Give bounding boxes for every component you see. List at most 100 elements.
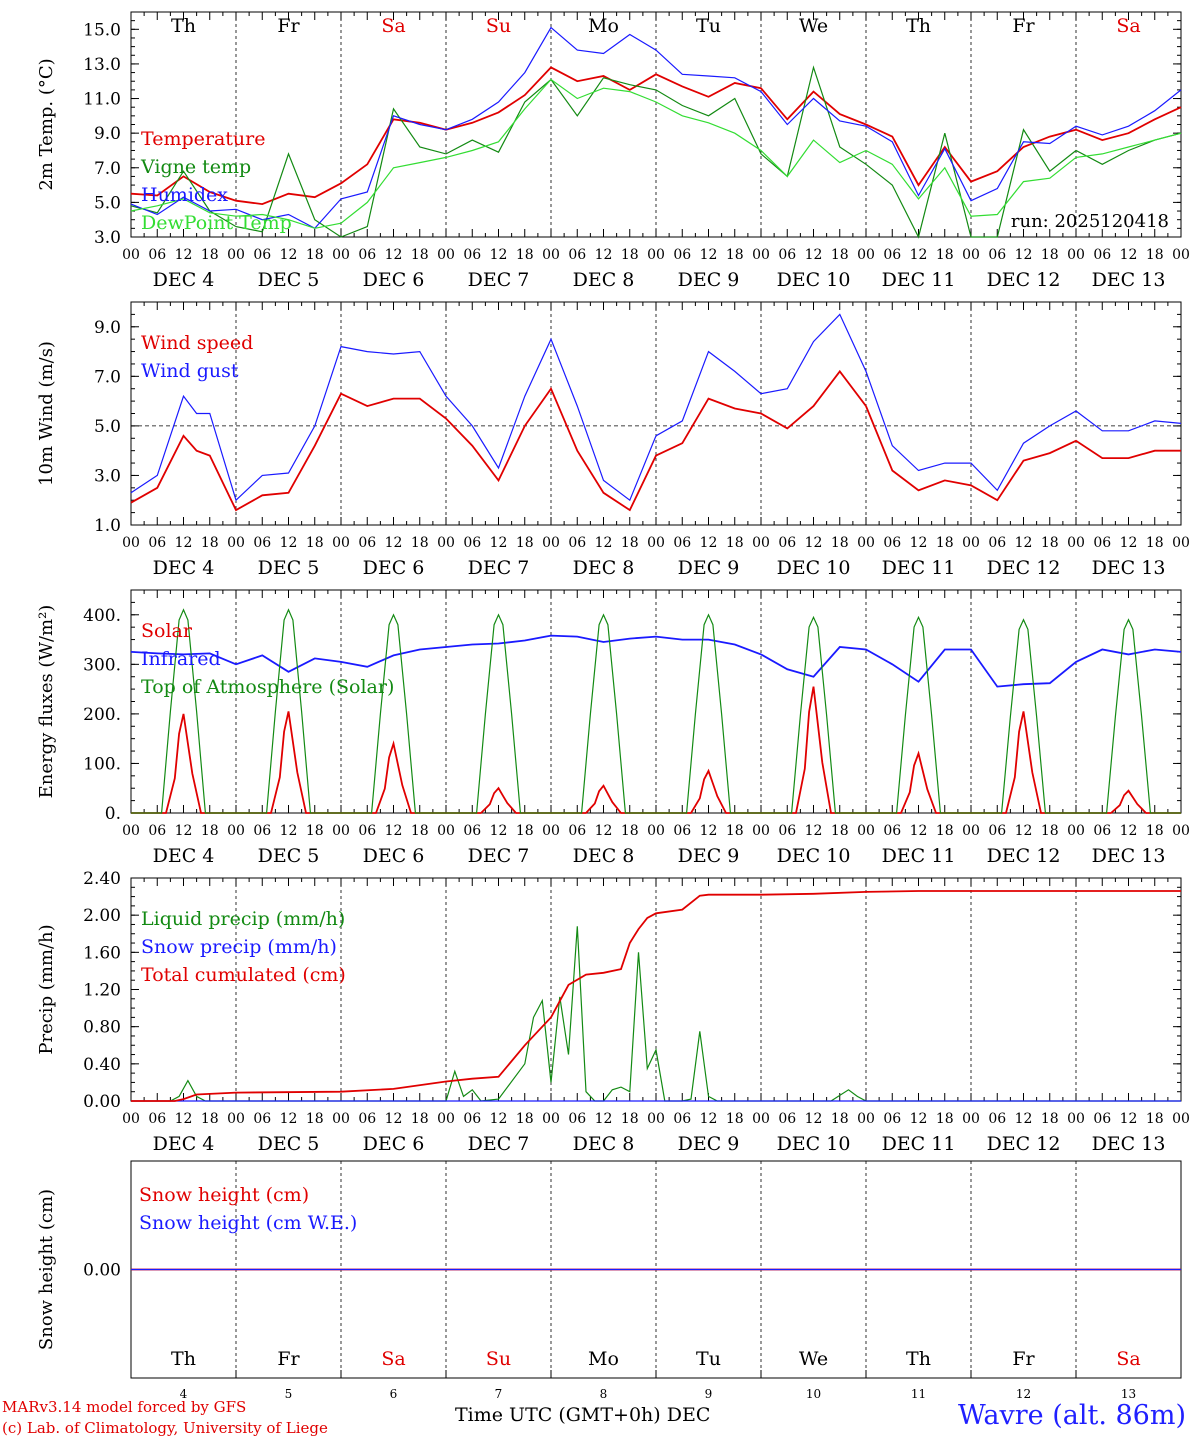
precip-hour-label: 06	[778, 1111, 796, 1127]
temp-hour-label: 18	[1041, 247, 1059, 263]
energy-hour-label: 00	[1172, 823, 1190, 839]
station-name: Wavre (alt. 86m)	[958, 1400, 1186, 1431]
precip-hour-label: 18	[411, 1111, 429, 1127]
temp-y-tick-label: 13.0	[83, 55, 121, 75]
precip-hour-label: 12	[280, 1111, 298, 1127]
energy-date-label: DEC 7	[468, 845, 530, 867]
temp-y-tick-label: 11.0	[83, 90, 121, 110]
temp-hour-label: 12	[700, 247, 718, 263]
precip-hour-label: 00	[227, 1111, 245, 1127]
temp-y-tick-label: 7.0	[94, 159, 121, 179]
temp-y-tick-label: 9.0	[94, 124, 121, 144]
energy-hour-label: 06	[673, 823, 691, 839]
temp-hour-label: 06	[358, 247, 376, 263]
precip-hour-label: 00	[542, 1111, 560, 1127]
temp-legend-humidex: Humidex	[141, 184, 228, 206]
energy-hour-label: 06	[148, 823, 166, 839]
snow-y-tick-label: 0.00	[83, 1261, 121, 1281]
precip-hour-label: 00	[857, 1111, 875, 1127]
precip-hour-label: 12	[910, 1111, 928, 1127]
lab-credit: (c) Lab. of Climatology, University of L…	[2, 1419, 328, 1437]
wind-hour-label: 00	[962, 535, 980, 551]
energy-hour-label: 18	[1146, 823, 1164, 839]
wind-y-tick-label: 7.0	[94, 367, 121, 387]
temp-hour-label: 18	[201, 247, 219, 263]
wind-legend-wind-speed: Wind speed	[141, 332, 253, 354]
precip-hour-label: 12	[805, 1111, 823, 1127]
bottom-day-number: 12	[1016, 1387, 1031, 1401]
wind-hour-label: 06	[988, 535, 1006, 551]
bottom-day-name: Th	[171, 1348, 196, 1370]
wind-hour-label: 06	[883, 535, 901, 551]
wind-hour-label: 12	[1120, 535, 1138, 551]
bottom-day-number: 9	[705, 1387, 713, 1401]
energy-hour-label: 18	[306, 823, 324, 839]
temp-hour-label: 06	[778, 247, 796, 263]
precip-hour-label: 00	[647, 1111, 665, 1127]
energy-date-label: DEC 10	[777, 845, 851, 867]
precip-date-label: DEC 7	[468, 1133, 530, 1155]
wind-y-tick-label: 5.0	[94, 417, 121, 437]
energy-hour-label: 18	[621, 823, 639, 839]
energy-date-label: DEC 13	[1092, 845, 1166, 867]
precip-date-label: DEC 8	[573, 1133, 635, 1155]
wind-hour-label: 12	[490, 535, 508, 551]
wind-hour-label: 12	[910, 535, 928, 551]
precip-hour-label: 00	[437, 1111, 455, 1127]
precip-legend-liquid-precip-mm-h-: Liquid precip (mm/h)	[141, 908, 345, 930]
wind-hour-label: 06	[253, 535, 271, 551]
temp-date-label: DEC 6	[363, 269, 425, 291]
bottom-day-number: 13	[1121, 1387, 1136, 1401]
precip-hour-label: 18	[306, 1111, 324, 1127]
wind-series-wind-speed	[130, 369, 1181, 512]
temp-hour-label: 18	[1146, 247, 1164, 263]
wind-date-label: DEC 5	[258, 557, 320, 579]
precip-hour-label: 12	[490, 1111, 508, 1127]
bottom-day-name: Fr	[1012, 1348, 1035, 1370]
energy-hour-label: 18	[201, 823, 219, 839]
energy-hour-label: 12	[280, 823, 298, 839]
temp-hour-label: 06	[988, 247, 1006, 263]
wind-y-tick-label: 1.0	[94, 516, 121, 536]
bottom-day-number: 5	[285, 1387, 293, 1401]
energy-hour-label: 06	[778, 823, 796, 839]
precip-hour-label: 00	[1067, 1111, 1085, 1127]
energy-y-tick-label: 200.	[83, 705, 121, 725]
precip-hour-label: 06	[1093, 1111, 1111, 1127]
temp-date-label: DEC 12	[987, 269, 1061, 291]
bottom-day-name: Su	[486, 1348, 511, 1370]
precip-date-label: DEC 4	[153, 1133, 215, 1155]
wind-hour-label: 00	[542, 535, 560, 551]
wind-hour-label: 18	[306, 535, 324, 551]
bottom-day-name: Tu	[696, 1348, 721, 1370]
precip-hour-label: 00	[122, 1111, 140, 1127]
wind-hour-label: 18	[516, 535, 534, 551]
wind-series-wind-gust	[130, 313, 1182, 502]
temp-series-vigne-temp	[130, 65, 1182, 239]
precip-date-label: DEC 10	[777, 1133, 851, 1155]
wind-y-tick-label: 3.0	[94, 466, 121, 486]
wind-hour-label: 12	[595, 535, 613, 551]
snow-legend-snow-height-cm-w-e-: Snow height (cm W.E.)	[139, 1212, 357, 1234]
bottom-day-number: 10	[806, 1387, 821, 1401]
temp-hour-label: 00	[1067, 247, 1085, 263]
wind-date-label: DEC 6	[363, 557, 425, 579]
energy-hour-label: 00	[122, 823, 140, 839]
bottom-day-number: 7	[495, 1387, 503, 1401]
bottom-day-name: Sa	[381, 1348, 405, 1370]
energy-date-label: DEC 11	[882, 845, 956, 867]
energy-series-top-of-atmosphere-solar-	[131, 608, 1181, 814]
bottom-day-number: 8	[600, 1387, 608, 1401]
precip-hour-label: 18	[726, 1111, 744, 1127]
energy-date-label: DEC 4	[153, 845, 215, 867]
temp-hour-label: 00	[752, 247, 770, 263]
precip-hour-label: 12	[1120, 1111, 1138, 1127]
temp-hour-label: 00	[857, 247, 875, 263]
energy-y-axis-label: Energy fluxes (W/m²)	[36, 605, 57, 799]
wind-date-label: DEC 10	[777, 557, 851, 579]
energy-hour-label: 18	[936, 823, 954, 839]
precip-hour-label: 06	[358, 1111, 376, 1127]
temp-hour-label: 00	[227, 247, 245, 263]
energy-y-tick-label: 0.	[105, 804, 121, 824]
energy-hour-label: 00	[332, 823, 350, 839]
